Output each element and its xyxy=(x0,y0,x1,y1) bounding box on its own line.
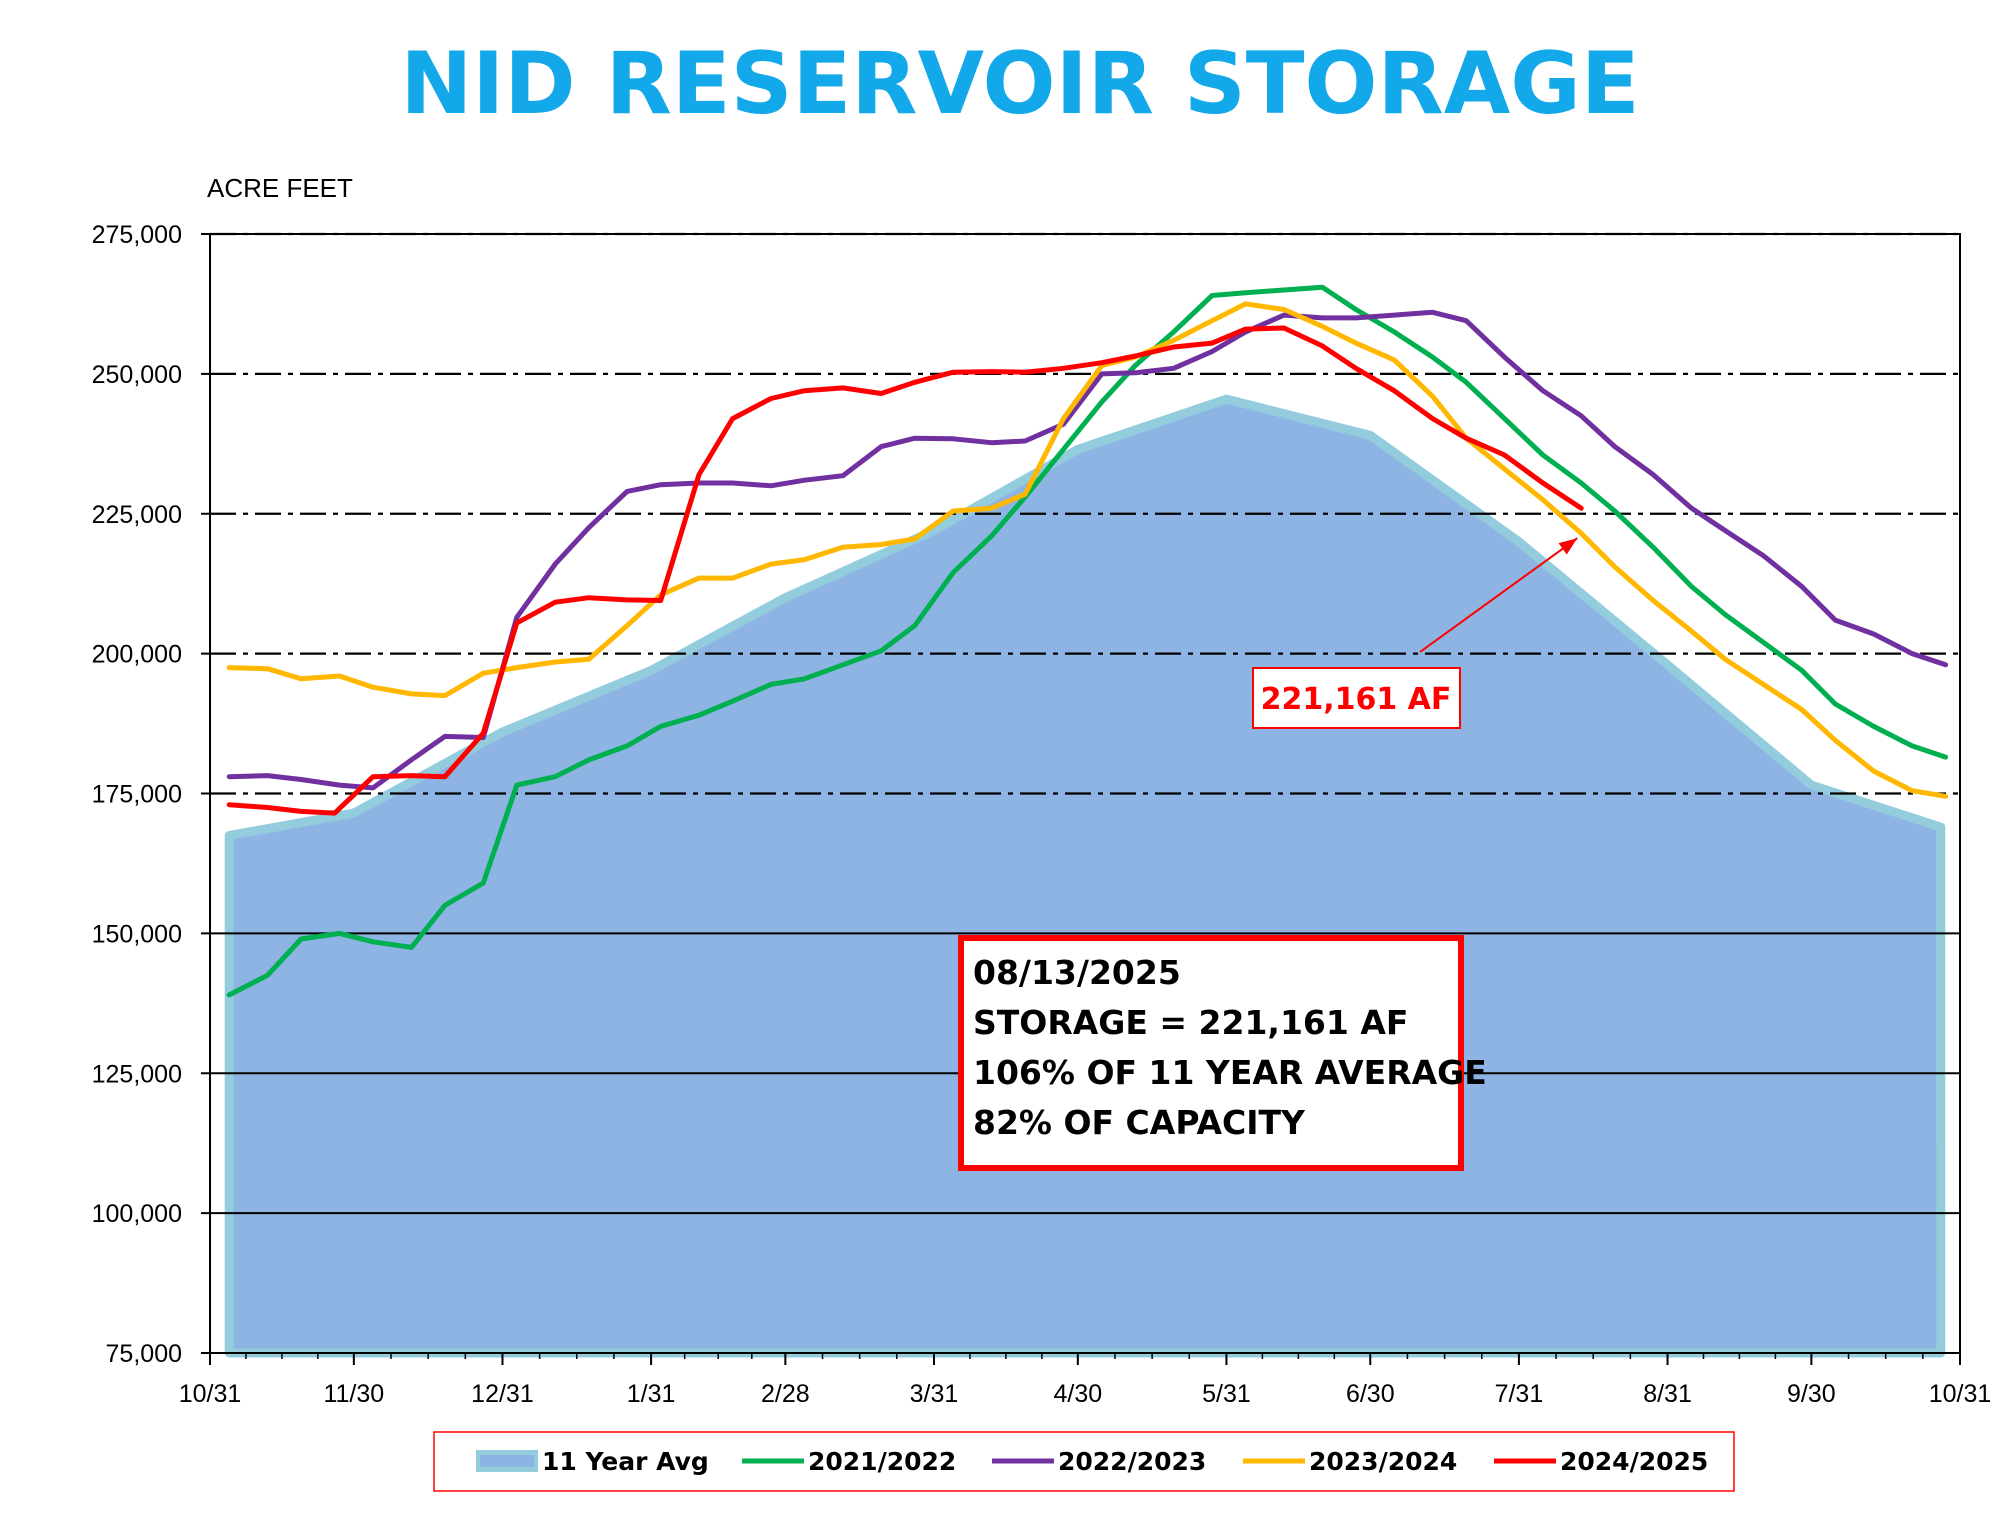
chart-title: NID RESERVOIR STORAGE xyxy=(400,34,1639,134)
callout-arrowhead xyxy=(1558,538,1578,555)
legend-swatch-inner xyxy=(480,1455,534,1467)
series-lines xyxy=(226,284,1949,998)
y-tick-label: 75,000 xyxy=(106,1340,182,1368)
x-tick-label: 8/31 xyxy=(1643,1380,1692,1408)
x-tick-label: 1/31 xyxy=(627,1380,676,1408)
callout-arrow xyxy=(1419,537,1578,653)
x-tick-label: 7/31 xyxy=(1495,1380,1544,1408)
x-tick-label: 12/31 xyxy=(471,1380,534,1408)
y-tick-label: 125,000 xyxy=(92,1060,182,1088)
storage-infobox: 08/13/2025 STORAGE = 221,161 AF 106% OF … xyxy=(958,935,1487,1171)
series-line-2023-2024 xyxy=(226,301,1949,799)
x-tick-label: 9/30 xyxy=(1787,1380,1836,1408)
y-tick-label: 150,000 xyxy=(92,920,182,948)
x-tick-label: 2/28 xyxy=(761,1380,810,1408)
y-axis: 75,000 100,000 125,000 150,000 175,000 200,00… xyxy=(92,221,210,1368)
x-tick-label: 10/31 xyxy=(1929,1380,1992,1408)
legend: 11 Year Avg 2021/2022 2022/2023 2023/2024 20… xyxy=(433,1431,1735,1492)
infobox-frame xyxy=(958,935,1464,1171)
legend-label-2022-2023: 2022/2023 xyxy=(1058,1447,1206,1476)
infobox-percent-capacity: 82% OF CAPACITY xyxy=(973,1103,1306,1142)
y-tick-label: 250,000 xyxy=(92,361,182,389)
series-area-11-year-avg xyxy=(224,394,1946,1358)
y-tick-label: 275,000 xyxy=(92,221,182,249)
callout-text: 221,161 AF xyxy=(1261,682,1452,717)
legend-label-11-year-avg: 11 Year Avg xyxy=(542,1447,709,1476)
series-line-2024-2025 xyxy=(226,325,1584,816)
x-axis: 10/31 11/30 12/31 1/31 2/28 3/31 4/30 5/31 6/30 7… xyxy=(179,1353,1992,1408)
series-line-2021-2022 xyxy=(226,284,1949,998)
y-tick-label: 100,000 xyxy=(92,1200,182,1228)
x-tick-label: 5/31 xyxy=(1202,1380,1251,1408)
x-tick-label: 3/31 xyxy=(910,1380,959,1408)
callout-box xyxy=(1252,667,1461,729)
infobox-percent-average: 106% OF 11 YEAR AVERAGE xyxy=(973,1053,1487,1092)
x-tick-label: 4/30 xyxy=(1053,1380,1102,1408)
x-tick-label: 11/30 xyxy=(323,1380,384,1408)
plot-area xyxy=(209,232,1961,1358)
y-tick-label: 200,000 xyxy=(92,641,182,669)
y-axis-label: ACRE FEET xyxy=(207,173,353,203)
infobox-date: 08/13/2025 xyxy=(973,953,1181,992)
infobox-storage: STORAGE = 221,161 AF xyxy=(973,1003,1408,1042)
legend-label-2021-2022: 2021/2022 xyxy=(808,1447,956,1476)
y-tick-label: 225,000 xyxy=(92,501,182,529)
storage-callout: 221,161 AF xyxy=(1252,537,1578,729)
y-tick-label: 175,000 xyxy=(92,781,182,809)
legend-label-2023-2024: 2023/2024 xyxy=(1309,1447,1457,1476)
legend-label-2024-2025: 2024/2025 xyxy=(1560,1447,1708,1476)
x-tick-label: 10/31 xyxy=(179,1380,242,1408)
average-area-layer xyxy=(224,394,1946,1358)
x-tick-label: 6/30 xyxy=(1346,1380,1395,1408)
